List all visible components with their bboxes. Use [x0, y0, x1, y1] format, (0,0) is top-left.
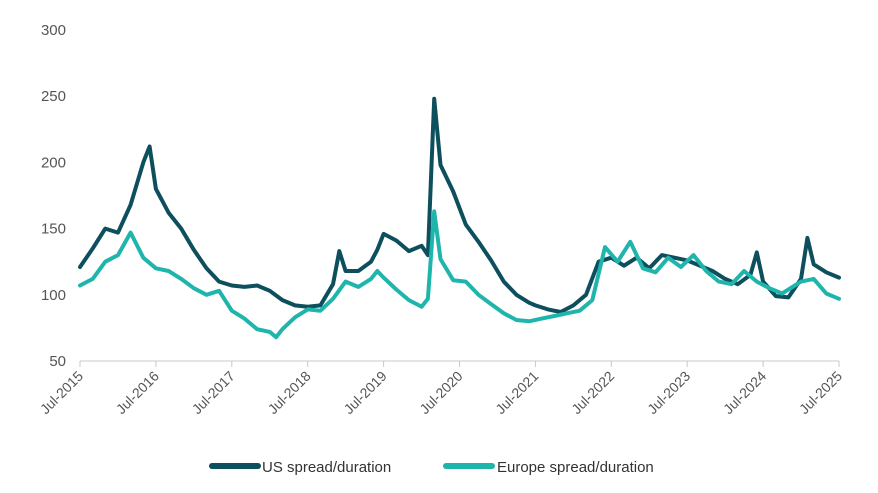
x-tick-label: Jul-2018: [265, 368, 314, 417]
legend: US spread/duration Europe spread/duration: [209, 459, 654, 476]
x-tick-label: Jul-2017: [189, 368, 238, 417]
legend-label: US spread/duration: [262, 459, 391, 476]
x-tick-label: Jul-2016: [113, 368, 162, 417]
series-line-us: [78, 96, 841, 314]
x-tick-label: Jul-2015: [37, 368, 86, 417]
x-tick-label: Jul-2024: [720, 368, 769, 417]
y-tick-label: 300: [41, 22, 66, 39]
y-axis: 50 100 150 200 250 300: [41, 22, 66, 370]
x-axis: Jul-2015 Jul-2016 Jul-2017 Jul-2018 Jul-2019…: [37, 360, 845, 417]
y-tick-label: 50: [49, 353, 66, 370]
x-tick-label: Jul-2021: [492, 368, 541, 417]
legend-label: Europe spread/duration: [497, 459, 654, 476]
x-tick-label: Jul-2019: [340, 368, 389, 417]
x-tick-label: Jul-2022: [568, 368, 617, 417]
y-tick-label: 250: [41, 88, 66, 105]
series-line-europe: [78, 209, 841, 340]
series-lines: [78, 96, 841, 340]
y-tick-label: 100: [41, 287, 66, 304]
y-tick-label: 150: [41, 221, 66, 238]
x-tick-label: Jul-2025: [796, 368, 845, 417]
y-tick-label: 200: [41, 154, 66, 171]
x-tick-label: Jul-2020: [416, 368, 465, 417]
x-tick-label: Jul-2023: [644, 368, 693, 417]
